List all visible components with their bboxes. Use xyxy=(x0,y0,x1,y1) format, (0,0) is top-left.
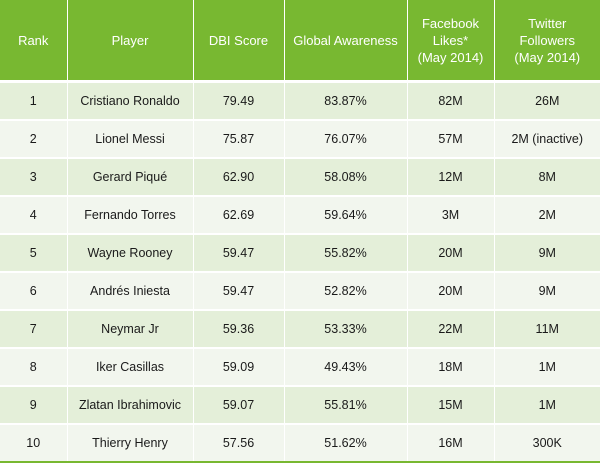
cell-player: Lionel Messi xyxy=(67,120,194,159)
cell-rank: 5 xyxy=(0,234,68,273)
header-rank: Rank xyxy=(0,0,68,83)
cell-twitter-followers: 300K xyxy=(494,424,600,463)
header-facebook-line-2: Likes* xyxy=(432,32,469,48)
cell-twitter-followers: 2M xyxy=(494,196,600,235)
cell-facebook-likes: 3M xyxy=(407,196,495,235)
cell-global-awareness: 55.82% xyxy=(284,234,408,273)
cell-global-awareness: 51.62% xyxy=(284,424,408,463)
cell-player: Cristiano Ronaldo xyxy=(67,81,194,121)
cell-rank: 8 xyxy=(0,348,68,387)
cell-rank: 2 xyxy=(0,120,68,159)
cell-global-awareness: 59.64% xyxy=(284,196,408,235)
cell-twitter-followers: 1M xyxy=(494,348,600,387)
cell-global-awareness: 49.43% xyxy=(284,348,408,387)
cell-rank: 1 xyxy=(0,81,68,121)
cell-global-awareness: 53.33% xyxy=(284,310,408,349)
cell-rank: 7 xyxy=(0,310,68,349)
header-twitter-line-3: (May 2014) xyxy=(514,49,581,65)
cell-twitter-followers: 1M xyxy=(494,386,600,425)
header-twitter-line-1: Twitter xyxy=(528,15,567,31)
cell-global-awareness: 52.82% xyxy=(284,272,408,311)
table-row: 1 Cristiano Ronaldo 79.49 83.87% 82M 26M xyxy=(0,81,600,121)
cell-facebook-likes: 12M xyxy=(407,158,495,197)
cell-global-awareness: 58.08% xyxy=(284,158,408,197)
cell-player: Gerard Piqué xyxy=(67,158,194,197)
cell-facebook-likes: 82M xyxy=(407,81,495,121)
cell-twitter-followers: 9M xyxy=(494,272,600,311)
header-dbi-score: DBI Score xyxy=(193,0,285,83)
cell-player: Iker Casillas xyxy=(67,348,194,387)
cell-dbi-score: 59.07 xyxy=(193,386,285,425)
header-global-awareness: Global Awareness xyxy=(284,0,408,83)
table-row: 6 Andrés Iniesta 59.47 52.82% 20M 9M xyxy=(0,272,600,311)
cell-global-awareness: 83.87% xyxy=(284,81,408,121)
cell-player: Wayne Rooney xyxy=(67,234,194,273)
cell-facebook-likes: 20M xyxy=(407,234,495,273)
cell-player: Zlatan Ibrahimovic xyxy=(67,386,194,425)
cell-facebook-likes: 18M xyxy=(407,348,495,387)
table-row: 8 Iker Casillas 59.09 49.43% 18M 1M xyxy=(0,348,600,387)
header-player: Player xyxy=(67,0,194,83)
table-row: 5 Wayne Rooney 59.47 55.82% 20M 9M xyxy=(0,234,600,273)
cell-twitter-followers: 26M xyxy=(494,81,600,121)
header-facebook-likes: Facebook Likes* (May 2014) xyxy=(407,0,495,83)
cell-global-awareness: 55.81% xyxy=(284,386,408,425)
cell-facebook-likes: 15M xyxy=(407,386,495,425)
table-row: 3 Gerard Piqué 62.90 58.08% 12M 8M xyxy=(0,158,600,197)
table-body: 1 Cristiano Ronaldo 79.49 83.87% 82M 26M 2 Lion… xyxy=(0,81,600,463)
cell-rank: 4 xyxy=(0,196,68,235)
cell-facebook-likes: 20M xyxy=(407,272,495,311)
cell-twitter-followers: 2M (inactive) xyxy=(494,120,600,159)
cell-rank: 9 xyxy=(0,386,68,425)
header-facebook-line-1: Facebook xyxy=(421,15,480,31)
cell-dbi-score: 62.69 xyxy=(193,196,285,235)
cell-rank: 3 xyxy=(0,158,68,197)
cell-dbi-score: 79.49 xyxy=(193,81,285,121)
table-row: 7 Neymar Jr 59.36 53.33% 22M 11M xyxy=(0,310,600,349)
cell-player: Neymar Jr xyxy=(67,310,194,349)
cell-player: Thierry Henry xyxy=(67,424,194,463)
header-twitter-followers: Twitter Followers (May 2014) xyxy=(494,0,600,83)
cell-dbi-score: 75.87 xyxy=(193,120,285,159)
cell-dbi-score: 59.47 xyxy=(193,234,285,273)
cell-twitter-followers: 9M xyxy=(494,234,600,273)
cell-rank: 10 xyxy=(0,424,68,463)
header-row: Rank Player DBI Score Global Awareness F… xyxy=(0,0,600,83)
cell-player: Fernando Torres xyxy=(67,196,194,235)
cell-facebook-likes: 57M xyxy=(407,120,495,159)
header-facebook-line-3: (May 2014) xyxy=(417,49,484,65)
cell-global-awareness: 76.07% xyxy=(284,120,408,159)
cell-twitter-followers: 8M xyxy=(494,158,600,197)
table-header: Rank Player DBI Score Global Awareness F… xyxy=(0,0,600,83)
table-row: 2 Lionel Messi 75.87 76.07% 57M 2M (inactive) xyxy=(0,120,600,159)
cell-facebook-likes: 16M xyxy=(407,424,495,463)
table-row: 9 Zlatan Ibrahimovic 59.07 55.81% 15M 1M xyxy=(0,386,600,425)
table-row: 4 Fernando Torres 62.69 59.64% 3M 2M xyxy=(0,196,600,235)
cell-rank: 6 xyxy=(0,272,68,311)
cell-dbi-score: 59.47 xyxy=(193,272,285,311)
cell-player: Andrés Iniesta xyxy=(67,272,194,311)
cell-dbi-score: 59.36 xyxy=(193,310,285,349)
table-row: 10 Thierry Henry 57.56 51.62% 16M 300K xyxy=(0,424,600,463)
cell-twitter-followers: 11M xyxy=(494,310,600,349)
cell-dbi-score: 62.90 xyxy=(193,158,285,197)
header-twitter-line-2: Followers xyxy=(519,32,576,48)
cell-dbi-score: 59.09 xyxy=(193,348,285,387)
cell-dbi-score: 57.56 xyxy=(193,424,285,463)
cell-facebook-likes: 22M xyxy=(407,310,495,349)
